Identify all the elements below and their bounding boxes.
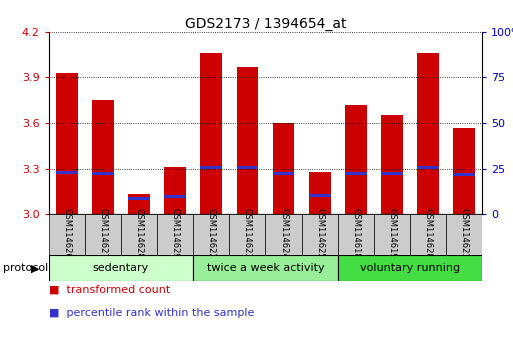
Bar <box>446 214 482 255</box>
Bar <box>417 166 439 169</box>
Bar <box>201 53 222 214</box>
Text: GSM114625: GSM114625 <box>315 209 324 259</box>
Bar <box>309 194 330 198</box>
Bar <box>56 171 77 174</box>
Text: GSM114624: GSM114624 <box>279 209 288 259</box>
Text: GSM114623: GSM114623 <box>243 209 252 259</box>
Text: GSM114629: GSM114629 <box>171 209 180 259</box>
Bar <box>453 127 475 214</box>
Bar <box>128 194 150 214</box>
Text: ■  transformed count: ■ transformed count <box>49 285 170 295</box>
Bar <box>49 214 85 255</box>
Bar <box>338 255 482 281</box>
Bar <box>49 255 193 281</box>
Bar <box>381 115 403 214</box>
Bar <box>374 214 410 255</box>
Bar <box>453 173 475 176</box>
Bar <box>236 166 258 169</box>
Bar <box>410 214 446 255</box>
Bar <box>85 214 121 255</box>
Bar <box>302 214 338 255</box>
Bar <box>92 172 114 176</box>
Text: GSM114621: GSM114621 <box>460 209 469 259</box>
Bar <box>201 166 222 169</box>
Bar <box>229 214 265 255</box>
Text: sedentary: sedentary <box>93 263 149 273</box>
Text: GSM114626: GSM114626 <box>62 209 71 259</box>
Text: ▶: ▶ <box>31 263 39 273</box>
Bar <box>193 214 229 255</box>
Text: voluntary running: voluntary running <box>360 263 460 273</box>
Bar <box>309 172 330 214</box>
Text: GSM114627: GSM114627 <box>98 209 107 259</box>
Bar <box>128 197 150 200</box>
Bar <box>56 73 77 214</box>
Bar <box>273 172 294 176</box>
Bar <box>193 255 338 281</box>
Text: GSM114620: GSM114620 <box>424 209 432 259</box>
Text: GSM114628: GSM114628 <box>134 209 144 259</box>
Bar <box>345 105 367 214</box>
Bar <box>164 167 186 214</box>
Bar <box>345 172 367 175</box>
Bar <box>92 100 114 214</box>
Bar <box>273 123 294 214</box>
Bar <box>164 195 186 198</box>
Text: ■  percentile rank within the sample: ■ percentile rank within the sample <box>49 308 254 318</box>
Text: GSM114619: GSM114619 <box>387 209 397 259</box>
Text: GSM114622: GSM114622 <box>207 209 216 259</box>
Text: GSM114618: GSM114618 <box>351 209 360 259</box>
Bar <box>338 214 374 255</box>
Bar <box>265 214 302 255</box>
Bar <box>381 172 403 176</box>
Text: protocol: protocol <box>3 263 48 273</box>
Bar <box>236 67 258 214</box>
Bar <box>417 53 439 214</box>
Title: GDS2173 / 1394654_at: GDS2173 / 1394654_at <box>185 17 346 31</box>
Bar <box>157 214 193 255</box>
Bar <box>121 214 157 255</box>
Text: twice a week activity: twice a week activity <box>207 263 324 273</box>
